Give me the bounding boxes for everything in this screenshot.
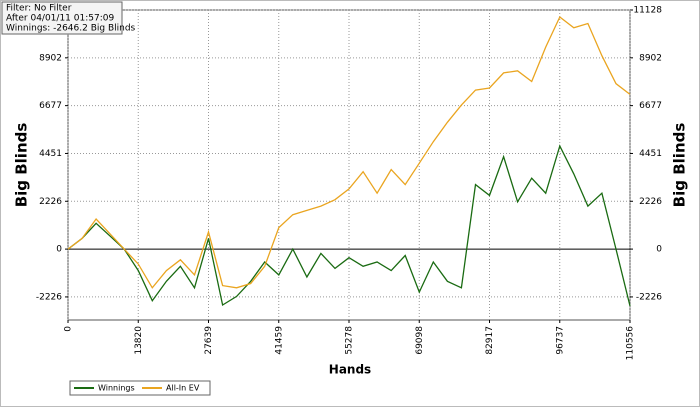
- legend-label: Winnings: [98, 384, 135, 393]
- y-tick-label-right: 4451: [639, 149, 662, 159]
- y-tick-label: 0: [56, 245, 62, 255]
- y-axis-title: Big Blinds: [13, 123, 31, 208]
- y-tick-label: 4451: [39, 149, 62, 159]
- x-tick-label: 41459: [274, 326, 284, 355]
- y-tick-label-right: 2226: [639, 197, 662, 207]
- y-tick-label: 8902: [39, 53, 62, 63]
- info-text: Filter: No Filter: [6, 4, 72, 14]
- x-tick-label: 27639: [204, 326, 214, 355]
- legend: [69, 380, 211, 396]
- info-text: After 04/01/11 01:57:09: [6, 14, 114, 24]
- x-tick-label: 69098: [415, 326, 425, 355]
- y-tick-label: -2226: [36, 292, 62, 302]
- y-tick-label-right: 6677: [639, 101, 662, 111]
- x-tick-label: 110556: [626, 326, 636, 361]
- x-tick-label: 0: [64, 326, 74, 332]
- x-tick-label: 13820: [134, 326, 144, 355]
- legend-label: All-In EV: [166, 384, 200, 393]
- series-line: [67, 15, 631, 289]
- y-tick-label-right: 0: [656, 245, 662, 255]
- y-tick-label-right: 8902: [639, 53, 662, 63]
- y-tick-label: 6677: [39, 101, 62, 111]
- x-tick-label: 55278: [345, 326, 355, 355]
- y-tick-label: 2226: [39, 197, 62, 207]
- y-axis-title-right: Big Blinds: [671, 123, 689, 208]
- info-text: Winnings: -2646.2 Big Blinds: [6, 24, 136, 34]
- x-tick-label: 82917: [485, 326, 495, 355]
- series-line: [67, 144, 631, 307]
- y-tick-label-right: -2226: [636, 292, 662, 302]
- info-box: [1, 1, 123, 35]
- x-axis-title: Hands: [329, 363, 371, 377]
- x-tick-label: 96737: [555, 326, 565, 355]
- y-tick-label-right: 11128: [633, 6, 662, 16]
